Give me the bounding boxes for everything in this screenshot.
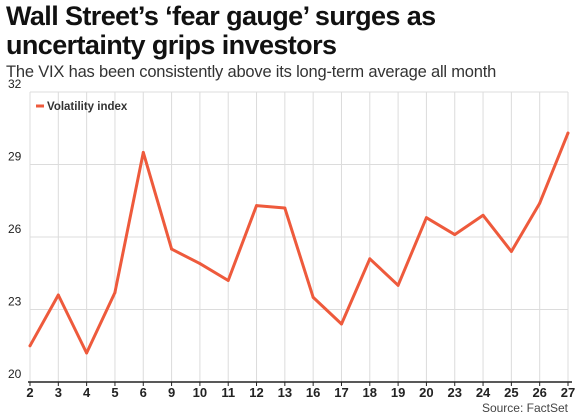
x-tick-label: 13	[278, 385, 292, 400]
x-tick-label: 10	[193, 385, 207, 400]
data-point	[368, 257, 372, 261]
series-line-volatility-index	[28, 131, 570, 355]
y-tick-label: 29	[8, 150, 22, 164]
data-point	[113, 291, 117, 294]
legend-label: Volatility index	[47, 101, 128, 113]
x-tick-label: 24	[476, 385, 491, 400]
data-point	[198, 262, 202, 265]
x-tick-label: 2	[26, 385, 33, 400]
x-tick-label: 19	[391, 385, 405, 400]
x-tick-label: 18	[363, 385, 377, 400]
x-tick-label: 17	[334, 385, 348, 400]
data-point	[509, 250, 513, 253]
x-tick-label: 23	[448, 385, 462, 400]
data-point	[566, 131, 570, 135]
y-tick-label: 23	[8, 295, 22, 309]
x-tick-label: 20	[419, 385, 433, 400]
data-point	[141, 151, 145, 154]
data-point	[28, 344, 32, 348]
x-tick-label: 5	[111, 385, 118, 400]
data-point	[481, 213, 485, 217]
y-tick-label: 26	[8, 222, 22, 236]
x-tick-label: 27	[561, 385, 575, 400]
data-point	[311, 296, 315, 299]
data-point	[56, 293, 60, 297]
x-tick-label: 6	[140, 385, 147, 400]
data-point	[283, 206, 287, 210]
x-tick-label: 11	[221, 385, 235, 400]
data-point	[255, 204, 258, 207]
data-point	[340, 322, 343, 326]
data-point	[425, 216, 428, 220]
data-point	[226, 279, 230, 282]
x-tick-label: 16	[306, 385, 320, 400]
y-tick-label: 20	[8, 367, 22, 381]
data-point	[538, 201, 542, 205]
y-tick-label: 32	[8, 77, 22, 91]
data-point	[170, 247, 173, 251]
x-tick-label: 12	[249, 385, 263, 400]
data-point	[396, 283, 400, 287]
chart-title: Wall Street’s ‘fear gauge’ surges as unc…	[6, 1, 436, 60]
x-tick-label: 9	[168, 385, 175, 400]
x-tick-label: 26	[532, 385, 546, 400]
source-note: Source: FactSet	[481, 401, 568, 415]
data-point	[453, 233, 457, 236]
data-point	[85, 351, 89, 355]
x-tick-label: 3	[55, 385, 62, 400]
chart-subtitle: The VIX has been consistently above its …	[6, 63, 497, 81]
x-tick-label: 25	[504, 385, 518, 400]
x-tick-label: 4	[83, 385, 91, 400]
